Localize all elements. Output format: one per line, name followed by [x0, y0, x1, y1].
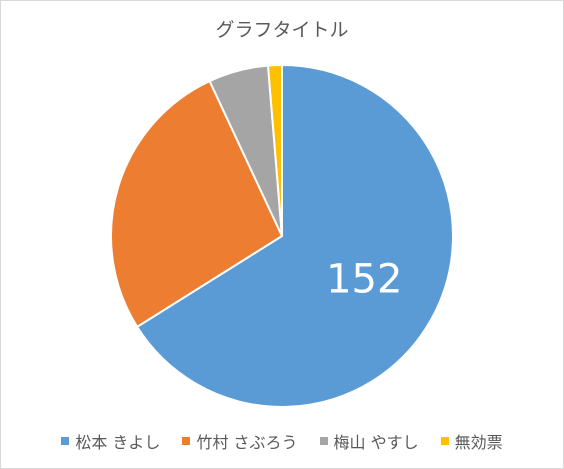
- legend-swatch: [440, 437, 449, 445]
- pie-chart: 152: [110, 63, 454, 408]
- legend-label: 松本 きよし: [75, 433, 161, 452]
- legend-swatch: [319, 437, 328, 445]
- legend-swatch: [61, 437, 70, 445]
- legend-item: 松本 きよし: [61, 429, 160, 453]
- data-label: 152: [326, 257, 402, 303]
- legend-item: 竹村 さぶろう: [182, 429, 298, 453]
- legend-item: 梅山 やすし: [319, 429, 419, 453]
- legend-swatch: [182, 437, 191, 445]
- legend-label: 無効票: [454, 433, 503, 452]
- legend-label: 竹村 さぶろう: [196, 433, 298, 452]
- pie-slice: [266, 63, 283, 237]
- pie-slice: [110, 79, 284, 329]
- chart-title: グラフタイトル: [215, 19, 349, 41]
- legend-item: 無効票: [440, 429, 503, 453]
- pie-slice: [135, 63, 454, 408]
- legend-label: 梅山 やすし: [333, 433, 419, 452]
- legend: 松本 きよし 竹村 さぶろう 梅山 やすし 無効票: [1, 429, 563, 453]
